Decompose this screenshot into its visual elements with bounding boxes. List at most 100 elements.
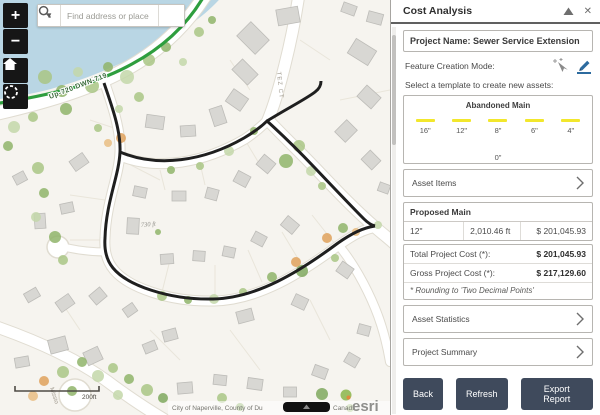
house bbox=[68, 151, 90, 173]
house bbox=[13, 355, 31, 369]
gross-cost-row: Gross Project Cost (*): $ 217,129.60 bbox=[404, 264, 592, 283]
panel-body: Project Name: Sewer Service Extension Fe… bbox=[391, 24, 600, 415]
tree bbox=[267, 272, 277, 282]
project-summary-label: Project Summary bbox=[412, 347, 478, 357]
tree bbox=[316, 388, 328, 400]
asset-items-label: Asset Items bbox=[412, 178, 457, 188]
back-button[interactable]: Back bbox=[403, 378, 444, 410]
locate-button[interactable] bbox=[3, 84, 28, 109]
template-line-swatch bbox=[524, 119, 544, 122]
template-line-swatch bbox=[561, 119, 581, 122]
refresh-button[interactable]: Refresh bbox=[456, 378, 508, 410]
house bbox=[232, 169, 252, 189]
tree bbox=[124, 374, 134, 384]
template-item[interactable]: 4" bbox=[553, 111, 589, 138]
house bbox=[376, 181, 390, 195]
smart-select-icon[interactable] bbox=[553, 58, 568, 74]
house bbox=[334, 119, 358, 143]
template-line-swatch bbox=[488, 146, 507, 149]
house bbox=[356, 323, 372, 337]
tree bbox=[108, 363, 118, 373]
tree bbox=[120, 70, 134, 84]
search-button[interactable] bbox=[38, 5, 184, 26]
export-report-button[interactable]: Export Report bbox=[520, 378, 593, 410]
asset-length-cell: 2,010.46 ft bbox=[464, 222, 521, 240]
house bbox=[246, 377, 264, 391]
house bbox=[22, 286, 42, 304]
house bbox=[204, 186, 220, 202]
tree bbox=[38, 70, 52, 84]
house bbox=[343, 351, 361, 369]
gross-cost-value: $ 217,129.60 bbox=[536, 268, 586, 278]
street bbox=[109, 222, 382, 306]
total-cost-label: Total Project Cost (*): bbox=[410, 249, 491, 259]
template-item-label: 8" bbox=[494, 126, 502, 135]
template-item[interactable]: 6" bbox=[516, 111, 552, 138]
tree bbox=[94, 124, 102, 132]
house bbox=[346, 37, 378, 67]
asset-statistics-label: Asset Statistics bbox=[412, 314, 470, 324]
tree bbox=[60, 103, 72, 115]
section-asset-statistics[interactable]: Asset Statistics bbox=[403, 305, 593, 333]
tree bbox=[158, 393, 168, 403]
close-icon[interactable]: ✕ bbox=[583, 5, 592, 17]
zoom-out-button[interactable]: − bbox=[3, 29, 28, 54]
house bbox=[340, 1, 358, 17]
table-row: 12" 2,010.46 ft $ 201,045.93 bbox=[404, 222, 592, 240]
chevron-right-icon bbox=[576, 345, 584, 359]
tree bbox=[141, 384, 153, 396]
section-project-summary[interactable]: Project Summary bbox=[403, 338, 593, 366]
tree bbox=[167, 166, 175, 174]
template-item[interactable]: 12" bbox=[443, 111, 479, 138]
house bbox=[275, 5, 301, 27]
panel-scrollbar-thumb[interactable] bbox=[392, 35, 396, 145]
tree bbox=[92, 370, 104, 382]
tree bbox=[338, 223, 348, 233]
tree bbox=[103, 62, 113, 72]
house bbox=[311, 363, 329, 381]
tree bbox=[3, 141, 13, 151]
home-button[interactable] bbox=[3, 58, 28, 83]
dock-icon[interactable] bbox=[563, 7, 574, 16]
house bbox=[212, 373, 228, 387]
tree bbox=[217, 393, 227, 403]
tree bbox=[104, 139, 112, 147]
house bbox=[88, 286, 108, 306]
map-container[interactable]: Up-720 DWN-719 TEZ CT Missio 730 ft 200ft Cit… bbox=[0, 0, 390, 415]
template-item[interactable]: 16" bbox=[407, 111, 443, 138]
chevron-right-icon bbox=[576, 312, 584, 326]
zoom-in-button[interactable]: + bbox=[3, 3, 28, 28]
panel-title: Cost Analysis bbox=[403, 5, 473, 17]
template-item[interactable]: 0" bbox=[480, 138, 516, 163]
proposed-sewer-main-line[interactable] bbox=[119, 119, 376, 228]
tree bbox=[208, 16, 216, 24]
attribution-text-right: Canad... bbox=[333, 405, 358, 412]
template-item-label: 0" bbox=[494, 153, 502, 162]
section-asset-items[interactable]: Asset Items bbox=[403, 169, 593, 197]
template-item-label: 16" bbox=[419, 126, 431, 135]
panel-scrollbar[interactable] bbox=[392, 27, 396, 414]
total-cost-value: $ 201,045.93 bbox=[536, 249, 586, 259]
tree bbox=[113, 390, 123, 400]
search-input[interactable] bbox=[61, 5, 158, 26]
house bbox=[176, 381, 194, 395]
tree bbox=[279, 154, 293, 168]
house bbox=[231, 58, 259, 86]
street bbox=[336, 243, 390, 366]
house bbox=[283, 386, 297, 398]
tree bbox=[58, 255, 68, 265]
proposed-sewer-main-line[interactable] bbox=[266, 80, 323, 123]
tree bbox=[39, 188, 49, 198]
locate-icon bbox=[4, 85, 18, 99]
draw-pencil-icon[interactable] bbox=[577, 58, 591, 74]
tree bbox=[39, 376, 49, 386]
house bbox=[255, 153, 277, 175]
house bbox=[279, 215, 301, 235]
feature-creation-mode-row: Feature Creation Mode: bbox=[403, 57, 593, 75]
tree bbox=[73, 67, 83, 77]
house bbox=[11, 170, 29, 186]
template-item[interactable]: 8" bbox=[480, 111, 516, 138]
street-label-2: Missio bbox=[48, 387, 59, 406]
select-template-label: Select a template to create new assets: bbox=[405, 80, 554, 90]
